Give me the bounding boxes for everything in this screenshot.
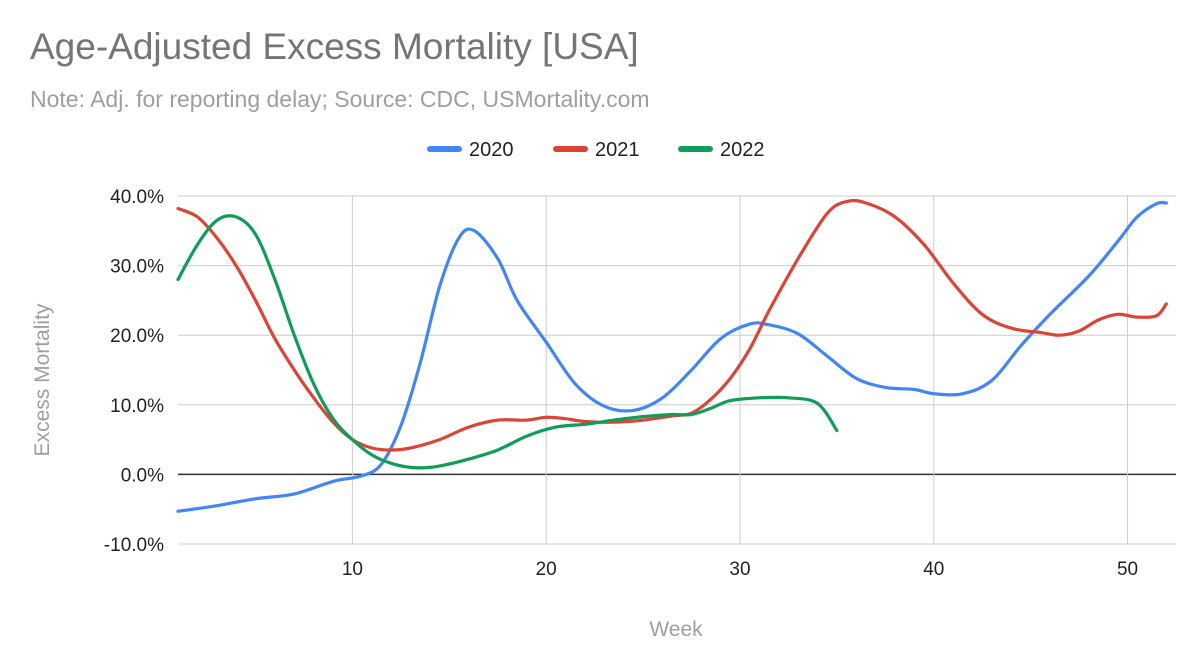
x-tick-label: 10 [342,559,363,580]
y-axis-title: Excess Mortality [31,303,54,456]
series-lines [176,198,1168,513]
x-tick-label: 30 [729,559,750,580]
chart-title: Age-Adjusted Excess Mortality [USA] [30,26,639,67]
legend: 2020 2021 2022 [427,139,765,161]
y-tick-label: 10.0% [110,396,164,417]
series-line-2020 [176,200,1168,513]
series-line-2021 [176,198,1168,452]
legend-label-2022: 2022 [720,139,765,161]
legend-label-2020: 2020 [469,139,514,161]
y-tick-label: 30.0% [110,257,164,278]
y-tick-label: -10.0% [104,535,164,556]
chart-subtitle: Note: Adj. for reporting delay; Source: … [30,86,650,112]
legend-label-2021: 2021 [595,139,640,161]
y-tick-label: 20.0% [110,326,164,347]
gridlines [178,195,1176,545]
y-tick-label: 0.0% [121,465,164,486]
x-tick-label: 50 [1117,559,1138,580]
tick-labels: -10.0% 0.0% 10.0% 20.0% 30.0% 40.0% 10 20 30 40 50 [104,187,1138,580]
y-tick-label: 40.0% [110,187,164,208]
x-axis-title: Week [649,618,703,641]
x-tick-label: 20 [536,559,557,580]
x-tick-label: 40 [923,559,944,580]
series-line-2022 [176,214,839,470]
